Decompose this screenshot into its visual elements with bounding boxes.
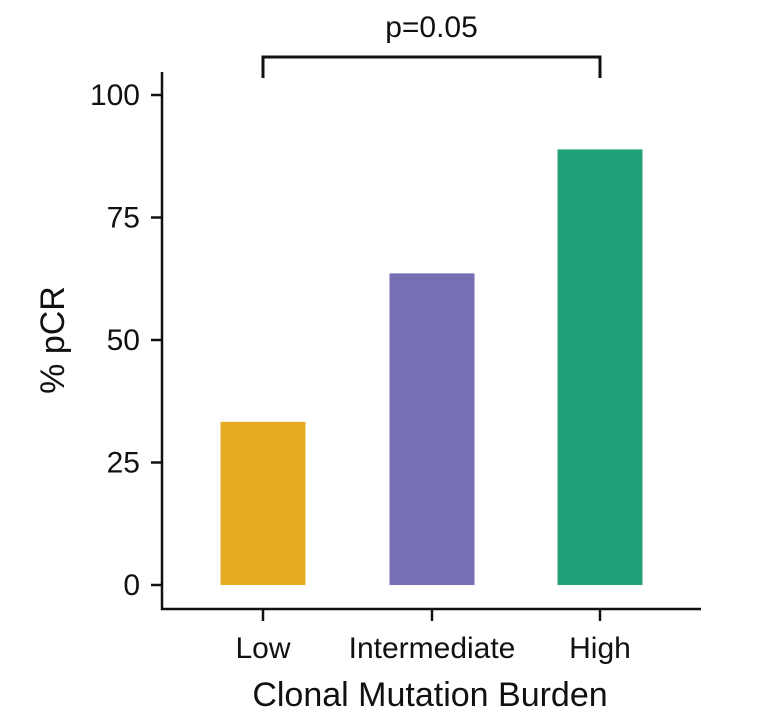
y-ticks: 0 25 50 75 100 <box>90 79 162 602</box>
x-category-labels: Low Intermediate High <box>235 609 631 665</box>
x-axis-title: Clonal Mutation Burden <box>252 676 607 714</box>
y-tick-label: 75 <box>107 202 140 235</box>
x-tick-label: High <box>569 632 631 665</box>
y-axis-title: % pCR <box>34 286 72 394</box>
y-tick-label: 0 <box>123 569 140 602</box>
y-tick-label: 100 <box>90 79 140 112</box>
p-value-label: p=0.05 <box>385 11 478 44</box>
bar-high <box>557 149 643 585</box>
x-tick-label: Low <box>235 632 290 665</box>
bar-intermediate <box>389 273 475 585</box>
annotations-layer: p=0.05 <box>261 11 602 78</box>
bars-layer <box>220 149 643 585</box>
significance-bracket <box>261 55 602 78</box>
y-tick-label: 50 <box>107 324 140 357</box>
y-tick-label: 25 <box>107 447 140 480</box>
bar-low <box>220 421 306 585</box>
x-tick-label: Intermediate <box>349 632 516 665</box>
